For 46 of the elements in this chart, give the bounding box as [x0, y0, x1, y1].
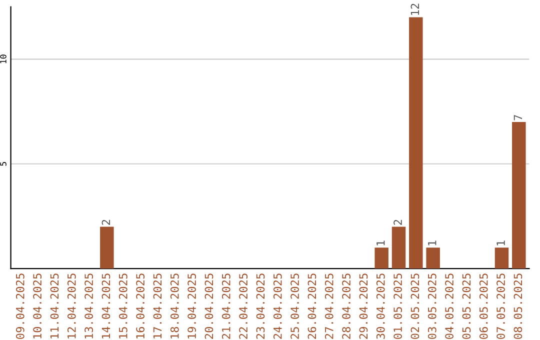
x-tick-label: 30.04.2025: [376, 274, 385, 339]
x-tick-label: 07.05.2025: [496, 274, 505, 339]
x-tick-label: 18.04.2025: [170, 274, 179, 338]
data-label: 2: [394, 220, 402, 225]
data-label: 7: [514, 115, 522, 120]
data-label: 1: [428, 240, 436, 246]
x-tick-label: 13.04.2025: [84, 274, 94, 338]
x-tick-label: 26.04.2025: [308, 274, 316, 339]
x-tick-label: 14.04.2025: [102, 274, 110, 338]
x-tick-label: 23.04.2025: [256, 274, 265, 339]
x-tick-label: 25.04.2025: [290, 274, 299, 339]
x-tick-label: 29.04.2025: [359, 274, 368, 339]
x-tick-label: 27.04.2025: [324, 274, 334, 339]
x-tick-label: 28.04.2025: [342, 274, 350, 339]
x-tick-label: 15.04.2025: [118, 274, 128, 338]
bar: [512, 122, 526, 269]
x-tick-label: 12.04.2025: [67, 274, 76, 338]
x-tick-label: 24.04.2025: [273, 274, 282, 339]
x-tick-label: 03.05.2025: [428, 274, 436, 339]
x-tick-label: 19.04.2025: [188, 274, 196, 338]
bar: [392, 226, 406, 269]
x-tick-label: 22.04.2025: [239, 274, 248, 339]
x-tick-label: 01.05.2025: [394, 274, 402, 339]
x-tick-label: 11.04.2025: [50, 274, 59, 338]
data-label: 1: [496, 240, 505, 246]
x-tick-label: 05.05.2025: [462, 274, 471, 339]
bar: [409, 17, 423, 269]
x-tick-label: 08.05.2025: [514, 274, 522, 339]
data-label: 12: [410, 4, 420, 15]
x-tick-label: 17.04.2025: [153, 274, 162, 338]
x-tick-label: 16.04.2025: [136, 274, 145, 338]
data-label: 2: [102, 220, 110, 225]
x-tick-label: 09.04.2025: [16, 274, 24, 339]
x-tick-label: 10.04.2025: [33, 274, 42, 338]
y-tick-label: 10: [0, 54, 6, 64]
x-tick-label: 20.04.2025: [204, 274, 214, 339]
bar: [100, 226, 114, 269]
bar: [426, 248, 440, 269]
bar: [494, 248, 509, 269]
data-label: 1: [376, 240, 385, 246]
x-tick-label: 02.05.2025: [410, 274, 420, 339]
y-tick-label: 5: [0, 162, 6, 166]
x-tick-label: 06.05.2025: [479, 274, 488, 339]
x-tick-label: 21.04.2025: [222, 274, 230, 339]
x-tick-label: 04.05.2025: [445, 274, 454, 339]
bar: [374, 248, 388, 269]
